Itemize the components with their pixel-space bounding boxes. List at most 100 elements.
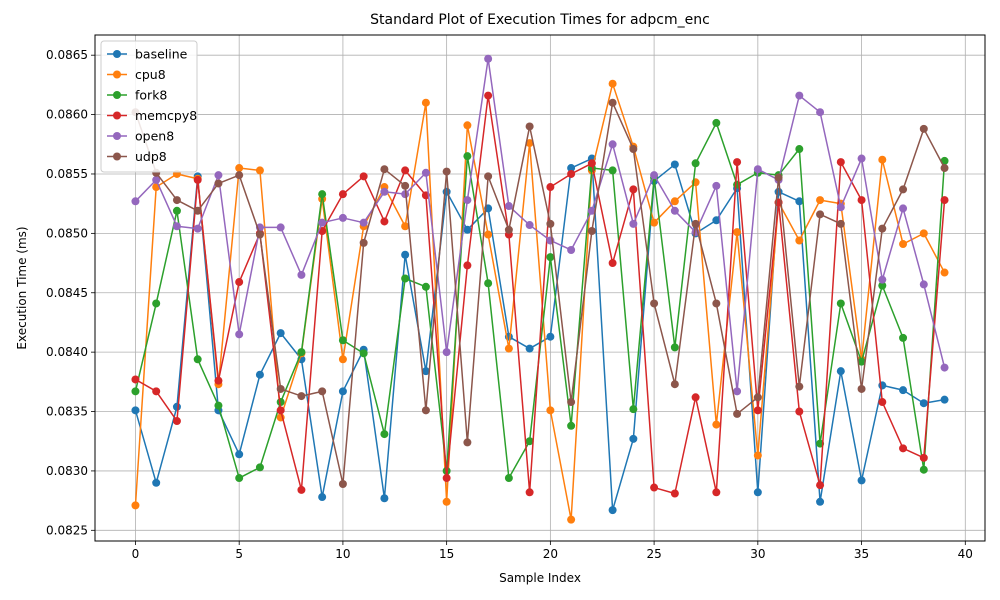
data-point-open8 — [712, 181, 721, 190]
data-point-open8 — [857, 154, 866, 163]
data-point-baseline — [878, 381, 887, 390]
data-point-memcpy8 — [193, 175, 202, 184]
data-point-udp8 — [878, 224, 887, 233]
y-tick-label: 0.0865 — [46, 48, 88, 62]
series-line-udp8 — [134, 101, 946, 485]
data-point-udp8 — [442, 167, 451, 176]
y-tick-label: 0.0860 — [46, 108, 88, 122]
x-tick-label: 10 — [335, 547, 350, 561]
data-point-memcpy8 — [338, 190, 347, 199]
data-point-udp8 — [629, 145, 638, 154]
data-point-fork8 — [297, 348, 306, 357]
legend-swatch-marker — [113, 91, 121, 99]
data-point-fork8 — [338, 336, 347, 345]
data-point-fork8 — [670, 343, 679, 352]
data-point-fork8 — [567, 421, 576, 430]
data-point-memcpy8 — [919, 453, 928, 462]
legend-item-udp8: udp8 — [107, 149, 167, 164]
data-point-baseline — [131, 406, 140, 415]
legend-label: cpu8 — [135, 67, 166, 82]
data-point-fork8 — [318, 190, 327, 199]
data-point-udp8 — [172, 196, 181, 205]
data-point-cpu8 — [608, 79, 617, 88]
data-point-udp8 — [255, 230, 264, 239]
data-point-open8 — [816, 108, 825, 117]
data-point-udp8 — [608, 98, 617, 107]
legend: baseline cpu8 fork8 memcpy8 open8 udp8 — [100, 40, 198, 173]
data-point-udp8 — [235, 171, 244, 180]
data-point-memcpy8 — [546, 183, 555, 192]
data-point-fork8 — [857, 357, 866, 366]
data-point-udp8 — [816, 210, 825, 219]
plot-frame — [94, 34, 986, 542]
data-point-memcpy8 — [587, 159, 596, 168]
data-point-udp8 — [525, 122, 534, 131]
data-point-baseline — [919, 399, 928, 408]
data-point-fork8 — [235, 474, 244, 483]
data-point-cpu8 — [795, 236, 804, 245]
data-point-open8 — [152, 175, 161, 184]
data-point-udp8 — [401, 181, 410, 190]
data-point-udp8 — [193, 206, 202, 215]
data-point-baseline — [338, 387, 347, 396]
data-point-udp8 — [504, 225, 513, 234]
data-point-fork8 — [401, 274, 410, 283]
data-point-open8 — [587, 206, 596, 215]
data-point-fork8 — [484, 279, 493, 288]
data-point-open8 — [131, 197, 140, 206]
data-point-fork8 — [214, 401, 223, 410]
x-tick-label: 20 — [543, 547, 558, 561]
data-point-cpu8 — [919, 229, 928, 238]
data-point-fork8 — [421, 282, 430, 291]
data-point-memcpy8 — [567, 169, 576, 178]
data-point-memcpy8 — [857, 196, 866, 205]
data-point-cpu8 — [878, 155, 887, 164]
y-tick-label: 0.0825 — [46, 523, 88, 537]
data-point-open8 — [318, 218, 327, 227]
data-point-memcpy8 — [172, 417, 181, 426]
data-point-udp8 — [359, 238, 368, 247]
legend-label: open8 — [135, 129, 174, 144]
data-point-open8 — [899, 204, 908, 213]
data-point-udp8 — [857, 384, 866, 393]
data-point-open8 — [484, 54, 493, 63]
data-point-memcpy8 — [359, 172, 368, 181]
data-point-fork8 — [255, 463, 264, 472]
axis-ticks: 0 5 10 15 20 25 30 35 40 0.0825 0.0830 0.0835 0.0840… — [46, 48, 973, 561]
data-point-memcpy8 — [733, 158, 742, 167]
data-point-baseline — [421, 367, 430, 376]
data-point-udp8 — [421, 406, 430, 415]
data-point-open8 — [795, 91, 804, 100]
data-point-cpu8 — [338, 355, 347, 364]
data-point-memcpy8 — [525, 488, 534, 497]
data-point-memcpy8 — [795, 407, 804, 416]
data-point-open8 — [463, 196, 472, 205]
data-point-memcpy8 — [670, 489, 679, 498]
data-point-open8 — [608, 140, 617, 149]
data-point-baseline — [152, 478, 161, 487]
data-point-open8 — [919, 280, 928, 289]
legend-item-memcpy8: memcpy8 — [107, 108, 197, 123]
data-point-baseline — [318, 493, 327, 502]
x-axis-label: Sample Index — [499, 571, 581, 585]
data-point-open8 — [276, 223, 285, 232]
x-tick-label: 40 — [958, 547, 973, 561]
data-point-cpu8 — [235, 164, 244, 173]
data-point-fork8 — [878, 281, 887, 290]
data-point-baseline — [608, 506, 617, 515]
data-point-memcpy8 — [463, 261, 472, 270]
data-point-baseline — [567, 164, 576, 173]
data-point-udp8 — [774, 173, 783, 182]
data-point-cpu8 — [131, 501, 140, 510]
data-point-baseline — [940, 395, 949, 404]
data-point-baseline — [442, 187, 451, 196]
data-point-udp8 — [836, 219, 845, 228]
data-point-open8 — [733, 387, 742, 396]
series-layer — [131, 54, 949, 524]
data-point-open8 — [836, 203, 845, 212]
x-tick-label: 15 — [439, 547, 454, 561]
data-point-udp8 — [587, 226, 596, 235]
data-point-fork8 — [525, 437, 534, 446]
data-point-udp8 — [380, 165, 389, 174]
